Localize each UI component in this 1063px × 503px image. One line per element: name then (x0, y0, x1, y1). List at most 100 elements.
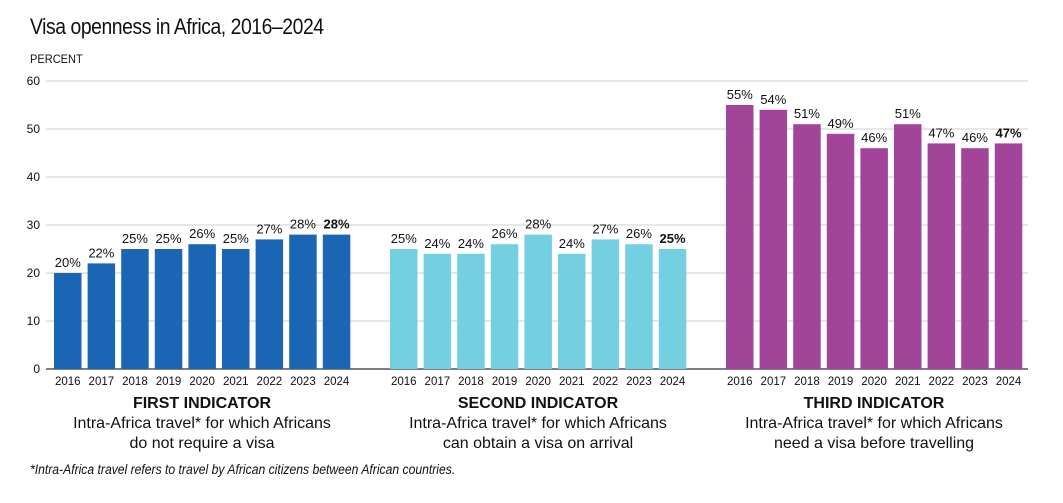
x-tick-label: 2023 (626, 376, 652, 388)
x-tick-label: 2021 (559, 376, 585, 388)
bar (390, 249, 418, 369)
bar (658, 249, 687, 369)
x-tick-label: 2019 (156, 376, 182, 388)
data-label: 26% (492, 226, 518, 241)
bar (591, 239, 620, 369)
data-label: 28% (290, 217, 316, 232)
bar (457, 253, 485, 369)
group-caption-third: THIRD INDICATOR Intra-Africa travel* for… (714, 394, 1034, 454)
bar (558, 253, 586, 369)
y-tick-label: 0 (33, 362, 40, 376)
x-tick-label: 2023 (290, 376, 316, 388)
group-subtitle-line: can obtain a visa on arrival (442, 435, 634, 452)
data-label: 27% (592, 221, 618, 236)
bar (860, 148, 888, 369)
data-label: 25% (660, 231, 686, 246)
group-subtitle-line: Intra-Africa travel* for which Africans (73, 415, 331, 432)
y-tick-label: 20 (27, 266, 41, 280)
y-tick-label: 10 (27, 314, 41, 328)
group-name: FIRST INDICATOR (132, 395, 272, 412)
x-tick-label: 2022 (257, 376, 283, 388)
bar (625, 244, 653, 369)
group-subtitle-line: Intra-Africa travel* for which Africans (409, 415, 667, 432)
x-tick-label: 2016 (727, 376, 753, 388)
bar (121, 249, 149, 369)
data-label: 46% (962, 130, 988, 145)
chart-title: Visa openness in Africa, 2016–2024 (30, 14, 324, 39)
x-tick-label: 2024 (324, 376, 350, 388)
bar (54, 273, 82, 369)
x-tick-label: 2022 (593, 376, 619, 388)
y-tick-label: 30 (27, 218, 41, 232)
bar (927, 143, 956, 369)
y-tick-label: 60 (27, 74, 41, 88)
data-label: 27% (256, 221, 282, 236)
data-label: 26% (189, 226, 215, 241)
data-label: 46% (861, 130, 887, 145)
bar (994, 143, 1023, 369)
bar (726, 105, 754, 369)
bar (759, 109, 788, 370)
bar (154, 249, 183, 369)
data-label: 22% (88, 245, 114, 260)
x-tick-label: 2022 (929, 376, 955, 388)
bar (490, 244, 519, 369)
group-subtitle-line: need a visa before travelling (773, 435, 975, 452)
bar (222, 249, 250, 369)
bar (894, 124, 922, 369)
data-label: 51% (794, 106, 820, 121)
x-tick-label: 2020 (525, 376, 551, 388)
footnote: *Intra-Africa travel refers to travel by… (30, 462, 456, 477)
x-tick-label: 2019 (492, 376, 518, 388)
y-tick-label: 50 (27, 122, 41, 136)
data-label: 24% (458, 236, 484, 251)
data-label: 55% (727, 87, 753, 102)
data-label: 47% (996, 125, 1022, 140)
y-tick-label: 40 (27, 170, 41, 184)
x-tick-label: 2024 (660, 376, 686, 388)
x-tick-label: 2016 (55, 376, 81, 388)
data-label: 28% (525, 217, 551, 232)
bar (322, 234, 351, 369)
x-tick-label: 2021 (895, 376, 921, 388)
bar (524, 234, 552, 369)
data-label: 25% (223, 231, 249, 246)
bar (289, 234, 317, 369)
x-tick-label: 2017 (425, 376, 451, 388)
data-label: 49% (828, 116, 854, 131)
data-label: 51% (895, 106, 921, 121)
group-caption-second: SECOND INDICATOR Intra-Africa travel* fo… (378, 394, 698, 454)
x-tick-label: 2017 (89, 376, 115, 388)
bar (255, 239, 284, 369)
data-label: 47% (928, 125, 954, 140)
x-tick-label: 2018 (458, 376, 484, 388)
group-name: THIRD INDICATOR (803, 395, 945, 412)
x-tick-label: 2018 (794, 376, 820, 388)
bar (423, 253, 452, 369)
data-label: 24% (559, 236, 585, 251)
data-label: 28% (324, 217, 350, 232)
x-tick-label: 2024 (996, 376, 1022, 388)
y-axis-label: PERCENT (30, 52, 83, 66)
data-label: 26% (626, 226, 652, 241)
data-label: 25% (122, 231, 148, 246)
data-label: 24% (424, 236, 450, 251)
data-label: 25% (156, 231, 182, 246)
group-name: SECOND INDICATOR (457, 395, 619, 412)
x-tick-label: 2021 (223, 376, 249, 388)
x-tick-label: 2019 (828, 376, 854, 388)
group-subtitle-line: do not require a visa (129, 435, 275, 452)
group-caption-first: FIRST INDICATOR Intra-Africa travel* for… (42, 394, 362, 454)
data-label: 20% (55, 255, 81, 270)
x-tick-label: 2018 (122, 376, 148, 388)
bar (87, 263, 116, 369)
bar (793, 124, 821, 369)
x-tick-label: 2017 (761, 376, 787, 388)
data-label: 54% (760, 92, 786, 107)
x-tick-label: 2016 (391, 376, 417, 388)
x-tick-label: 2023 (962, 376, 988, 388)
x-tick-label: 2020 (189, 376, 215, 388)
bar (188, 244, 216, 369)
data-label: 25% (391, 231, 417, 246)
